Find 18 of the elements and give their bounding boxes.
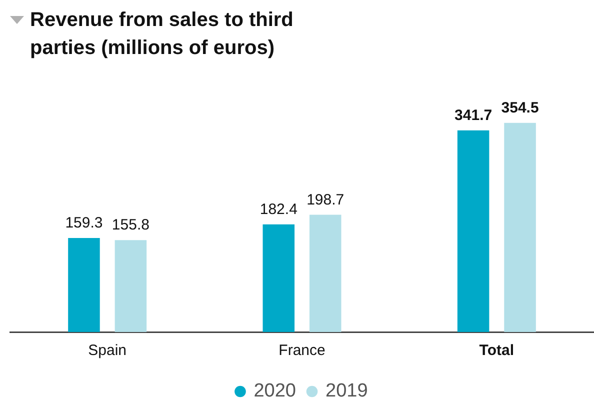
data-label: 159.3 [65, 214, 103, 232]
x-tick-label: Total [479, 342, 514, 360]
legend-label: 2020 [254, 380, 296, 402]
bar [68, 238, 100, 332]
x-tick-label: Spain [88, 342, 127, 360]
bar [114, 240, 147, 332]
bar [262, 224, 295, 332]
x-tick-label: France [278, 342, 326, 360]
data-label: 198.7 [306, 191, 344, 208]
chart-title: Revenue from sales to third parties (millions of euros) [30, 8, 294, 61]
bar [457, 130, 490, 332]
data-label: 354.5 [501, 99, 539, 116]
data-label: 155.8 [112, 216, 150, 234]
bar [504, 122, 536, 332]
data-label: 182.4 [260, 201, 298, 218]
bar [309, 214, 342, 332]
data-label: 341.7 [454, 107, 492, 124]
legend-label: 2019 [326, 380, 368, 402]
